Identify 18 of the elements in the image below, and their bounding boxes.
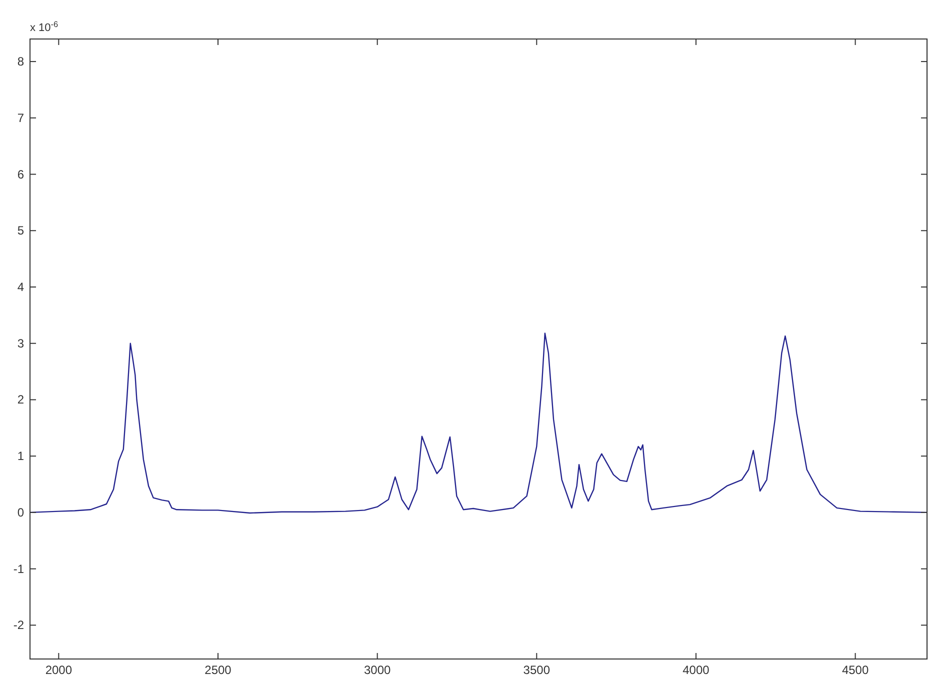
y-tick-label: 2 [17,392,24,407]
x-tick-label: 3500 [523,663,550,677]
y-tick-label: 6 [17,167,24,182]
y-tick-label: 7 [17,110,24,125]
y-tick-label: 8 [17,54,24,69]
text: x 10$^{-6}$ [30,20,59,34]
y-tick-label: -2 [13,618,24,632]
y-tick-label: 3 [17,336,24,350]
y-tick-label: -1 [13,562,24,576]
y-tick-label: 4 [17,280,24,294]
x-tick-label: 2000 [45,663,72,677]
x-tick-label: 4000 [682,663,710,677]
x-tick-label: 2500 [204,663,232,677]
y-tick-label: 0 [17,505,24,520]
x-tick-label: 4500 [842,663,869,677]
y-tick-label: 1 [17,449,24,464]
y-tick-label: 5 [17,224,24,238]
x-tick-label: 3000 [364,663,391,677]
